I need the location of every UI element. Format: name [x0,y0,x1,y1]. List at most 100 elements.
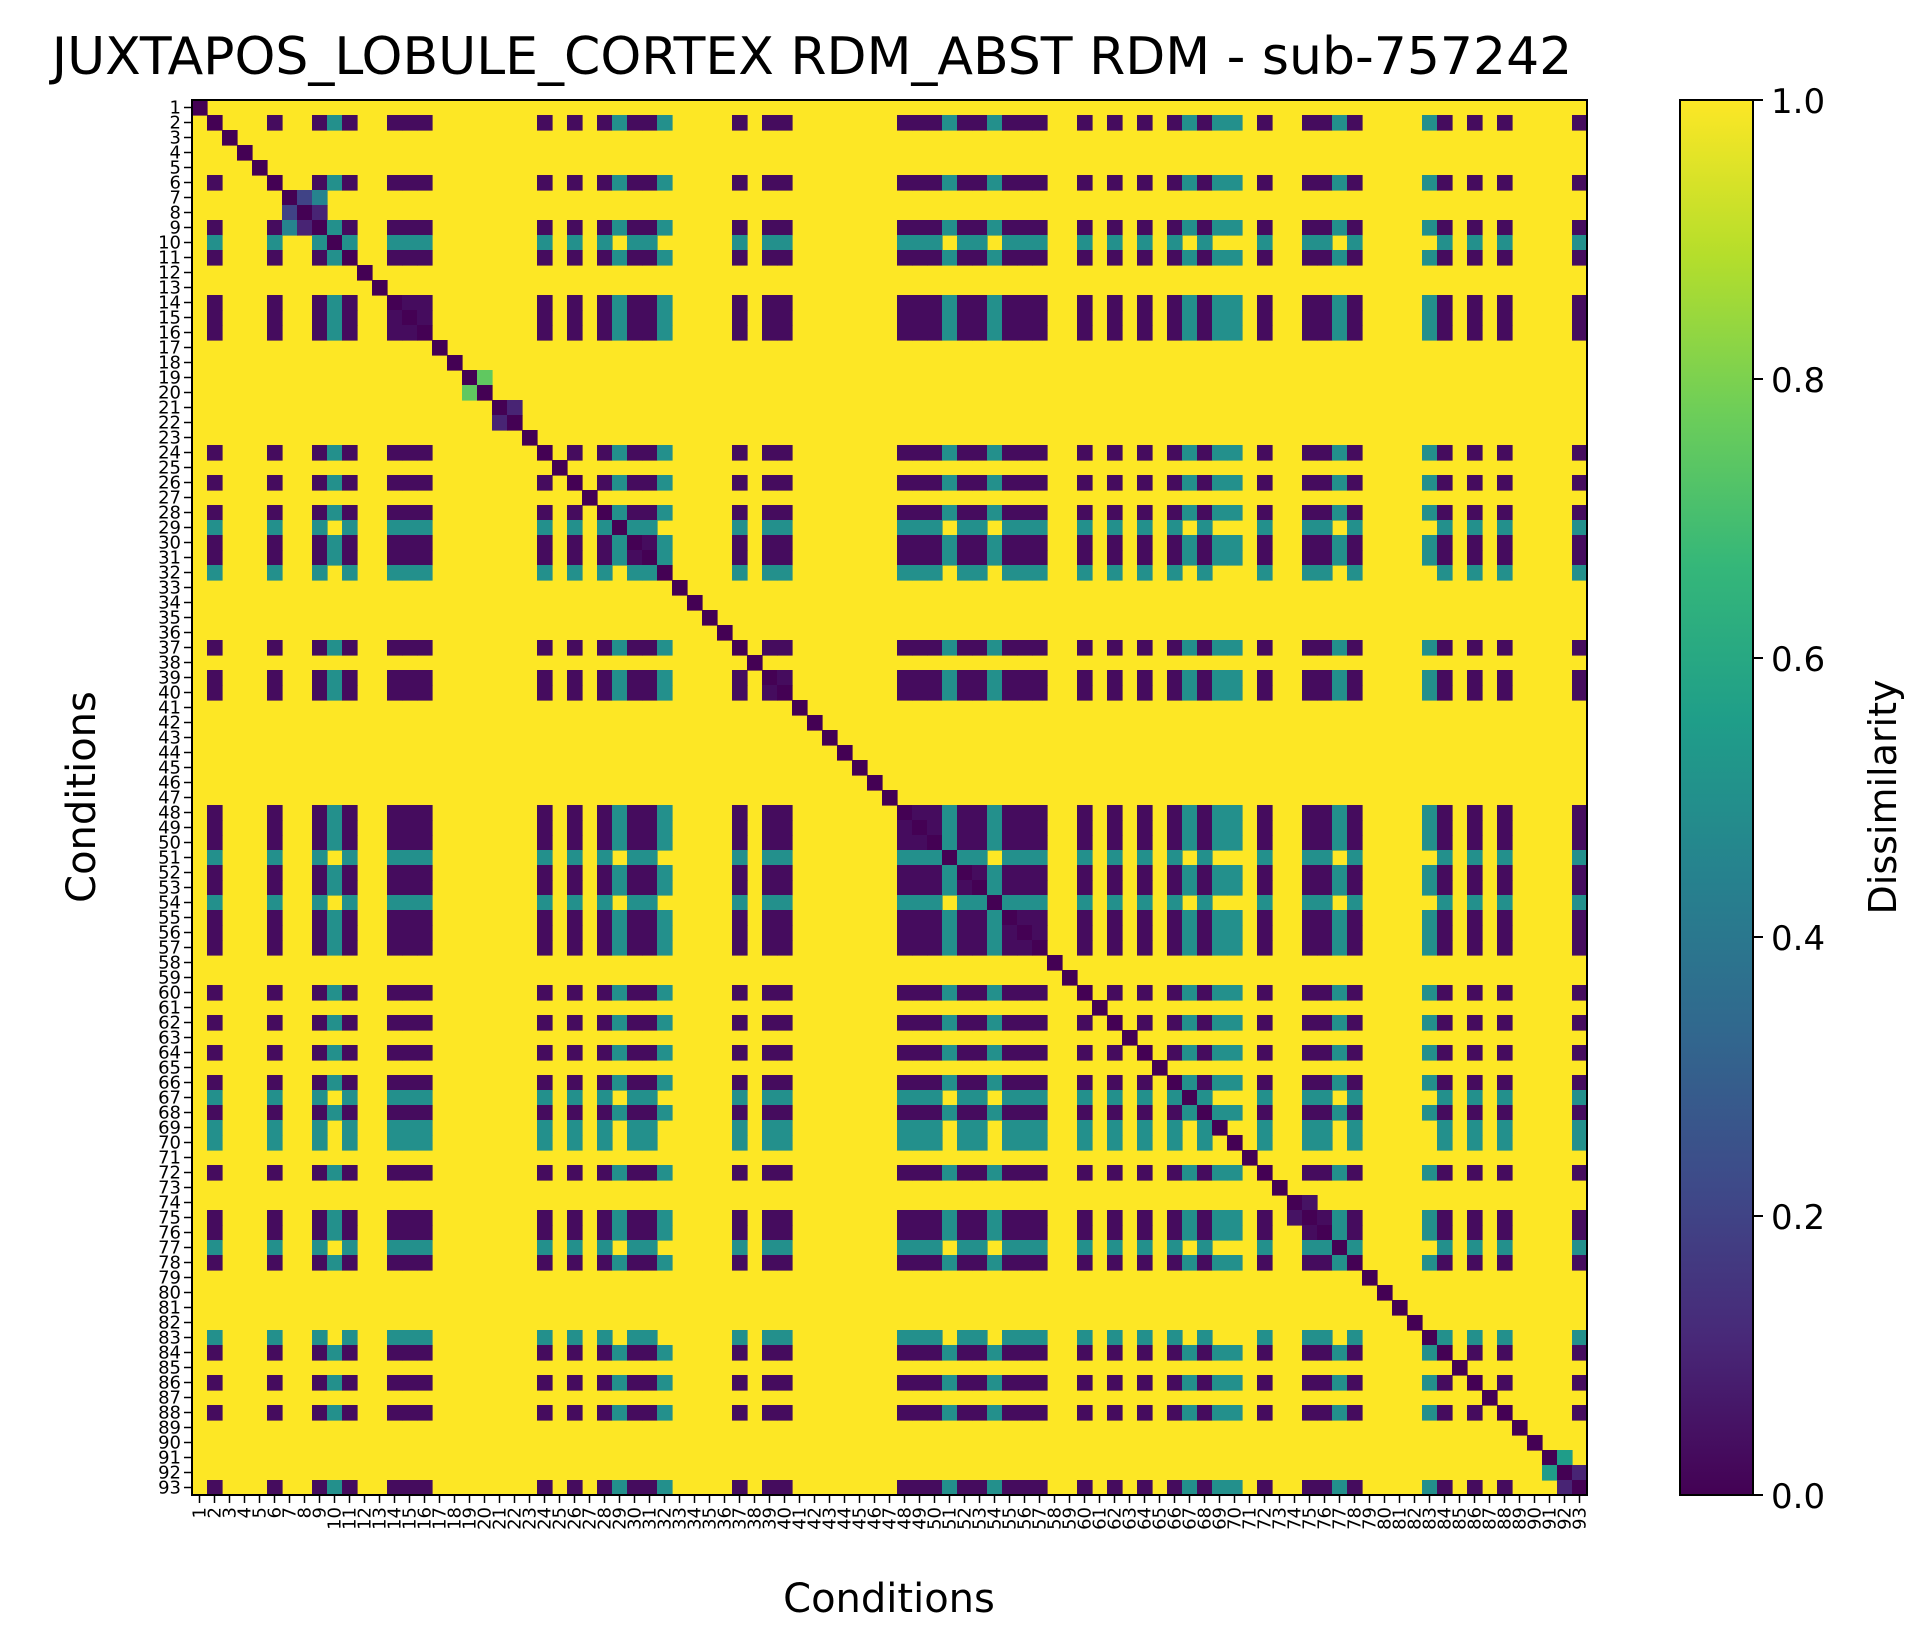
y-tick-label: 40 [158,683,181,704]
heatmap-cell [1227,925,1243,941]
heatmap-cell [957,1225,973,1241]
heatmap-cell [1422,985,1438,1001]
heatmap-cell [402,985,418,1001]
heatmap-cell [1572,640,1588,656]
heatmap-cell [627,880,643,896]
heatmap-cell [897,115,913,131]
heatmap-cell [312,1090,328,1106]
heatmap-cell [972,1405,988,1421]
heatmap-cell [972,175,988,191]
heatmap-cell [897,1480,913,1496]
heatmap-cell [1572,835,1588,851]
heatmap-cell [312,1480,328,1496]
heatmap-cell [1347,1405,1363,1421]
heatmap-cell [1227,1075,1243,1091]
heatmap-cell [1422,1480,1438,1496]
heatmap-cell [1137,175,1153,191]
heatmap-cell [537,925,553,941]
heatmap-cell [942,910,958,926]
heatmap-cell [972,565,988,581]
heatmap-cell [627,310,643,326]
heatmap-cell [972,925,988,941]
heatmap-cell [1257,1480,1273,1496]
heatmap-cell [537,250,553,266]
heatmap-cell [642,820,658,836]
heatmap-cell [1317,1345,1333,1361]
heatmap-cell [657,835,673,851]
heatmap-cell [342,895,358,911]
heatmap-cell [1002,505,1018,521]
heatmap-cell [942,220,958,236]
heatmap-cell [1212,925,1228,941]
heatmap-cell [1497,1135,1513,1151]
heatmap-cell [312,1210,328,1226]
heatmap-cell [567,895,583,911]
heatmap-cell [1017,985,1033,1001]
heatmap-cell [1077,310,1093,326]
heatmap-cell [1077,115,1093,131]
heatmap-cell [1107,1345,1123,1361]
heatmap-cell [567,1165,583,1181]
heatmap-cell [1002,850,1018,866]
heatmap-cell [1137,820,1153,836]
heatmap-cell [537,550,553,566]
heatmap-cell [1017,175,1033,191]
heatmap-cell [657,175,673,191]
y-tick-label: 65 [158,1058,181,1079]
heatmap-cell [777,505,793,521]
y-tick-label: 62 [158,1013,181,1034]
heatmap-cell [732,1405,748,1421]
heatmap-cell [927,1120,943,1136]
heatmap-cell [612,520,628,536]
heatmap-cell [957,535,973,551]
heatmap-cell [657,880,673,896]
heatmap-cell [897,1345,913,1361]
heatmap-cell [477,385,493,401]
x-tick-label: 39 [760,1507,781,1530]
heatmap-cell [762,175,778,191]
y-tick-label: 11 [158,248,181,269]
heatmap-cell [1107,1480,1123,1496]
y-tick-label: 64 [158,1043,181,1064]
heatmap-cell [762,1480,778,1496]
heatmap-cell [1497,1405,1513,1421]
heatmap-cell [1032,565,1048,581]
heatmap-cell [1107,670,1123,686]
heatmap-cell [327,1210,343,1226]
heatmap-cell [1167,940,1183,956]
heatmap-cell [1077,325,1093,341]
heatmap-cell [927,235,943,251]
heatmap-cell [1197,550,1213,566]
heatmap-cell [1197,1045,1213,1061]
heatmap-cell [567,235,583,251]
heatmap-cell [1347,940,1363,956]
heatmap-cell [597,505,613,521]
heatmap-cell [912,940,928,956]
heatmap-cell [417,520,433,536]
heatmap-cell [1302,910,1318,926]
heatmap-cell [912,1105,928,1121]
heatmap-cell [642,220,658,236]
heatmap-cell [1317,910,1333,926]
heatmap-cell [1197,325,1213,341]
heatmap-cell [402,1075,418,1091]
heatmap-cell [1137,475,1153,491]
heatmap-cell [1182,1375,1198,1391]
heatmap-cell [1197,850,1213,866]
heatmap-cell [612,1480,628,1496]
heatmap-cell [642,1015,658,1031]
heatmap-cell [597,235,613,251]
heatmap-cell [927,175,943,191]
heatmap-cell [1332,1165,1348,1181]
heatmap-cell [1467,565,1483,581]
heatmap-cell [1467,850,1483,866]
y-tick-label: 56 [158,923,181,944]
heatmap-cell [642,505,658,521]
heatmap-cell [987,820,1003,836]
heatmap-cell [672,580,688,596]
heatmap-cell [957,850,973,866]
heatmap-cell [1227,685,1243,701]
heatmap-cell [1332,1345,1348,1361]
heatmap-cell [1257,1240,1273,1256]
heatmap-cell [1077,850,1093,866]
